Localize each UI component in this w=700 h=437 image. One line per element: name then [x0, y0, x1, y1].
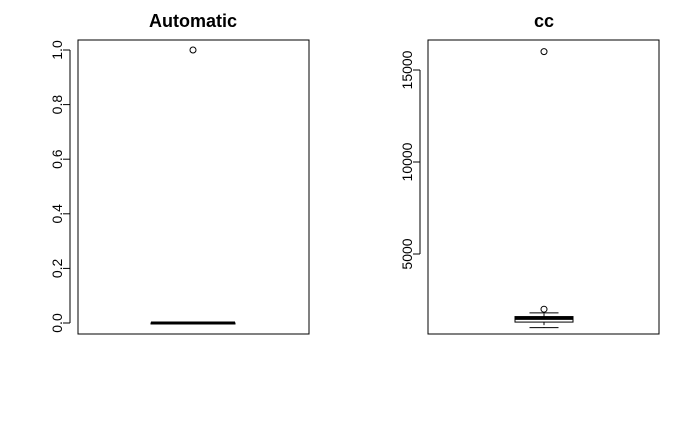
plot-frame-cc	[427, 39, 660, 335]
outlier-point	[189, 46, 197, 54]
outlier-point	[540, 305, 548, 313]
plot-frame-automatic	[77, 39, 310, 335]
outlier-point	[540, 48, 548, 56]
y-tick-label: 0.0	[49, 313, 65, 333]
y-tick-label: 15000	[399, 50, 415, 89]
y-tick-label: 0.2	[49, 258, 65, 278]
y-tick-label: 10000	[399, 142, 415, 181]
panel-automatic: Automatic 0.0 0.2 0.4 0.6 0.8 1.0	[49, 11, 310, 335]
chart-title-automatic: Automatic	[149, 11, 237, 31]
y-ticks-cc: 5000 10000 15000	[399, 50, 420, 270]
y-ticks-automatic: 0.0 0.2 0.4 0.6 0.8 1.0	[49, 40, 70, 333]
y-tick-label: 0.8	[49, 95, 65, 115]
y-tick-label: 5000	[399, 238, 415, 269]
y-tick-label: 0.6	[49, 149, 65, 169]
box-automatic	[150, 46, 236, 325]
y-tick-label: 0.4	[49, 204, 65, 224]
y-tick-label: 1.0	[49, 40, 65, 60]
panel-cc: cc 5000 10000 15000	[399, 11, 660, 335]
chart-title-cc: cc	[534, 11, 554, 31]
box-cc	[514, 48, 574, 329]
